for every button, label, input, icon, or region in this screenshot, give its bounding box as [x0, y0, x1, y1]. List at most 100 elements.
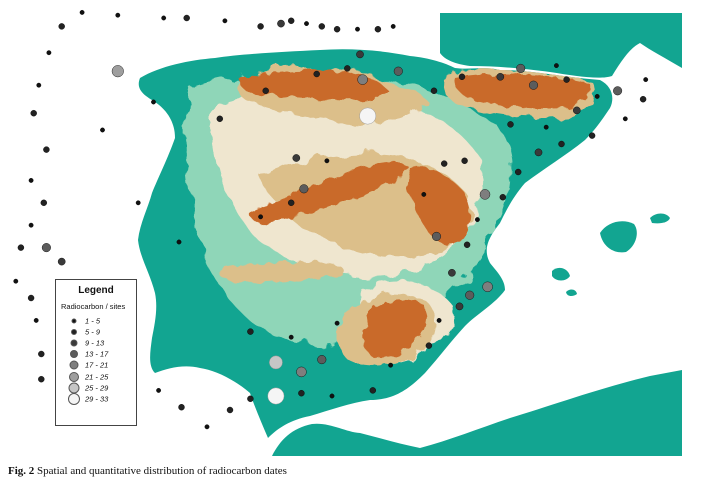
site-marker	[499, 193, 506, 201]
legend-row: 9 - 13	[56, 337, 136, 348]
relief-map	[0, 8, 682, 456]
site-marker	[222, 18, 228, 24]
site-marker	[57, 257, 66, 266]
site-marker	[334, 320, 340, 326]
site-marker	[304, 21, 309, 27]
site-marker	[529, 80, 539, 90]
site-marker	[36, 82, 42, 88]
site-marker	[204, 424, 210, 430]
elevation-layers	[185, 68, 594, 366]
site-marker	[425, 342, 433, 349]
legend-label: 29 - 33	[85, 394, 109, 404]
formentera	[566, 289, 577, 297]
site-marker	[622, 116, 628, 122]
pyrenees	[454, 74, 591, 109]
site-marker	[448, 268, 456, 277]
legend-symbol	[70, 350, 78, 359]
site-marker	[100, 127, 105, 133]
site-marker	[463, 241, 471, 249]
legend-symbol	[71, 328, 77, 335]
legend-title: Legend	[78, 285, 114, 296]
site-marker	[111, 65, 124, 78]
site-marker	[563, 76, 570, 83]
site-marker	[288, 334, 294, 340]
iberian-system	[408, 167, 470, 245]
site-marker	[430, 87, 438, 95]
site-marker	[421, 191, 427, 197]
site-marker	[474, 217, 480, 223]
site-marker	[46, 50, 52, 56]
legend-row: 21 - 25	[56, 371, 136, 382]
site-marker	[588, 132, 596, 139]
site-marker	[356, 50, 364, 59]
site-marker	[277, 19, 285, 28]
legend-label: 25 - 29	[85, 383, 109, 393]
site-marker	[178, 404, 185, 411]
site-marker	[482, 281, 493, 292]
legend-row: 17 - 21	[56, 360, 136, 371]
site-marker	[28, 222, 34, 228]
mallorca	[600, 221, 637, 253]
site-marker	[643, 77, 649, 83]
legend-label: 5 - 9	[85, 327, 101, 337]
site-marker	[176, 239, 182, 245]
site-marker	[369, 387, 376, 394]
site-marker	[30, 109, 37, 117]
site-marker	[115, 12, 121, 18]
site-marker	[269, 355, 283, 370]
site-marker	[313, 70, 320, 78]
site-marker	[247, 395, 254, 402]
site-marker	[288, 17, 295, 25]
site-marker	[388, 362, 393, 368]
site-marker	[324, 158, 330, 164]
site-marker	[135, 200, 141, 206]
site-marker	[262, 87, 269, 95]
site-marker	[41, 243, 51, 253]
site-marker	[17, 244, 25, 251]
site-marker	[355, 26, 360, 32]
figure-caption-text: Spatial and quantitative distribution of…	[37, 465, 287, 477]
site-marker	[436, 317, 442, 323]
site-marker	[58, 23, 65, 30]
site-marker	[38, 376, 45, 383]
sierra-morena	[219, 261, 345, 282]
legend-symbol	[70, 339, 78, 347]
site-marker	[292, 154, 301, 162]
site-marker	[455, 302, 464, 311]
legend-label: 13 - 17	[85, 349, 109, 359]
site-marker	[639, 95, 647, 103]
site-marker	[288, 199, 295, 207]
site-marker	[558, 140, 565, 148]
site-marker	[28, 177, 34, 183]
site-marker	[461, 157, 468, 165]
site-marker	[359, 107, 377, 125]
legend-symbol	[69, 371, 79, 382]
figure-caption: Fig. 2 Spatial and quantitative distribu…	[8, 465, 287, 477]
site-marker	[333, 26, 341, 33]
site-marker	[216, 115, 224, 123]
site-marker	[247, 328, 254, 335]
site-marker	[156, 387, 162, 393]
site-marker	[38, 350, 45, 358]
site-marker	[393, 66, 403, 76]
north-africa	[272, 370, 682, 456]
site-marker	[151, 99, 156, 105]
site-marker	[573, 106, 581, 115]
legend-label: 17 - 21	[85, 360, 109, 370]
site-marker	[344, 65, 351, 72]
legend-row: 1 - 5	[56, 315, 136, 326]
legend-label: 21 - 25	[85, 372, 109, 382]
site-marker	[613, 86, 623, 96]
site-marker	[357, 74, 368, 85]
site-marker	[543, 124, 549, 130]
ibiza	[552, 267, 570, 281]
legend-symbol	[71, 318, 77, 324]
site-marker	[318, 23, 325, 30]
site-marker	[390, 23, 396, 29]
site-marker	[183, 14, 190, 22]
site-marker	[374, 26, 382, 33]
figure-label: Fig. 2	[8, 465, 35, 477]
site-marker	[515, 168, 522, 176]
site-marker	[33, 317, 39, 323]
